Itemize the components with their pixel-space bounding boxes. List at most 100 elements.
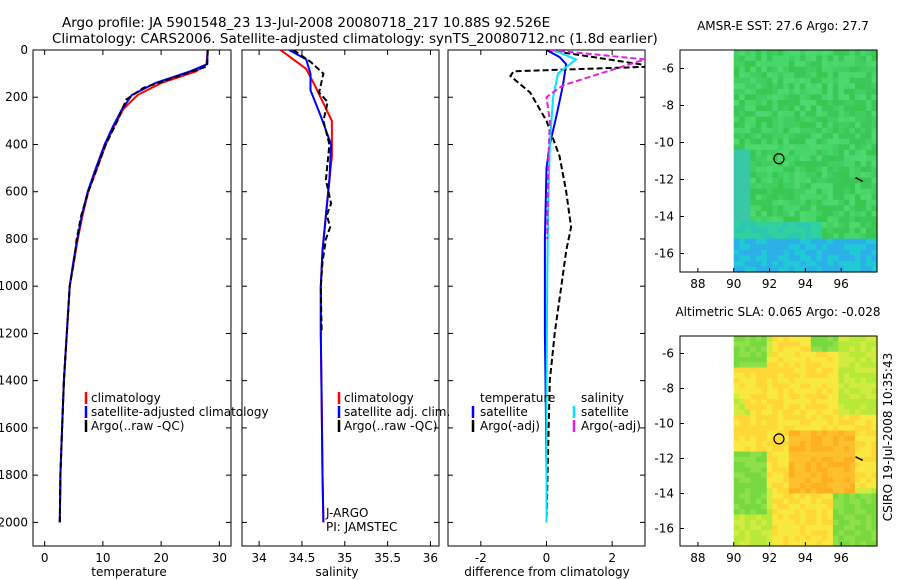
map-cell <box>733 83 740 90</box>
map-cell <box>766 430 773 437</box>
y-tick-label: 1600 <box>0 421 28 435</box>
map-cell <box>744 183 751 190</box>
map-cell <box>865 183 873 190</box>
map-cell <box>733 194 740 201</box>
map-cell <box>788 161 795 168</box>
map-cell <box>843 194 851 201</box>
map-cell <box>783 435 790 442</box>
map-cell <box>777 116 784 123</box>
map-cell <box>739 509 746 516</box>
map-cell <box>827 535 834 542</box>
map-cell <box>816 519 823 526</box>
map-cell <box>860 462 867 468</box>
map-cell <box>788 414 795 421</box>
map-cell <box>799 105 806 112</box>
map-cell <box>816 483 823 489</box>
map-cell <box>816 260 823 268</box>
map-cell <box>783 133 790 140</box>
map-cell <box>871 210 878 218</box>
map-cell <box>733 357 740 363</box>
map-cell <box>810 177 817 184</box>
map-cell <box>799 205 806 212</box>
map-cell <box>827 116 834 123</box>
map-cell <box>821 55 829 62</box>
map-cell <box>750 260 757 268</box>
map-cell <box>832 467 840 474</box>
map-cell <box>772 372 779 379</box>
legend-label-temp-argo: Argo(-adj) <box>480 419 540 433</box>
map-cell <box>849 378 856 384</box>
map-cell <box>783 205 790 212</box>
map-cell <box>816 238 823 245</box>
map-cell <box>843 441 851 447</box>
map-cell <box>788 467 795 474</box>
map-cell <box>821 530 829 537</box>
map-cell <box>849 399 856 405</box>
map-cell <box>777 50 784 57</box>
map-cell <box>871 509 878 516</box>
map-cell <box>821 519 829 526</box>
map-cell <box>849 172 856 179</box>
map-cell <box>838 66 845 73</box>
map-cell <box>849 498 856 505</box>
map-cell <box>788 430 795 437</box>
map-cell <box>739 357 746 363</box>
x-tick-label: 0 <box>41 551 49 565</box>
legend-label-climatology: climatology <box>91 391 161 405</box>
map-cell <box>788 77 795 84</box>
map-cell <box>838 172 845 179</box>
map-cell <box>755 414 762 421</box>
map-cell <box>865 116 873 123</box>
map-cell <box>766 227 773 234</box>
map-cell <box>733 509 740 516</box>
map-cell <box>777 477 784 484</box>
map-cell <box>744 493 751 500</box>
map-cell <box>827 199 834 206</box>
annotation-float-program: J-ARGO <box>325 506 368 520</box>
map-cell <box>788 83 795 90</box>
map-cell <box>761 61 768 68</box>
map-cell <box>794 99 801 107</box>
map-cell <box>865 244 873 251</box>
map-cell <box>772 155 779 162</box>
map-cell <box>843 66 851 73</box>
map-cell <box>832 222 840 229</box>
map-cell <box>843 451 851 458</box>
map-cell <box>810 525 817 531</box>
map-cell <box>799 540 806 547</box>
map-cell <box>761 404 768 411</box>
map-cell <box>755 535 762 542</box>
map-cell <box>805 116 812 123</box>
map-cell <box>733 55 740 62</box>
map-cell <box>755 540 762 547</box>
map-cell <box>849 122 856 129</box>
map-cell <box>733 244 740 251</box>
map-cell <box>799 341 806 348</box>
map-cell <box>827 367 834 374</box>
map-cell <box>750 367 757 374</box>
map-cell <box>860 456 867 463</box>
map-cell <box>810 199 817 206</box>
map-cell <box>772 493 779 500</box>
map-cell <box>860 122 867 129</box>
map-cell <box>816 346 823 353</box>
map-cell <box>827 477 834 484</box>
map-cell <box>739 399 746 405</box>
sla-map: 88 90 92 94 96-6-8-10-12-14-16 <box>654 335 878 565</box>
map-cell <box>816 183 823 190</box>
map-cell <box>871 66 878 73</box>
map-cell <box>755 116 762 123</box>
map-cell <box>854 166 862 173</box>
map-cell <box>843 216 851 223</box>
map-cell <box>783 222 790 229</box>
map-cell <box>865 409 873 416</box>
map-cell <box>810 233 817 240</box>
map-cell <box>810 127 817 134</box>
map-cell <box>733 383 740 390</box>
map-cell <box>783 530 790 537</box>
map-cell <box>821 216 829 223</box>
map-cell <box>832 420 840 426</box>
map-cell <box>788 451 795 458</box>
map-cell <box>772 260 779 268</box>
map-cell <box>761 346 768 353</box>
